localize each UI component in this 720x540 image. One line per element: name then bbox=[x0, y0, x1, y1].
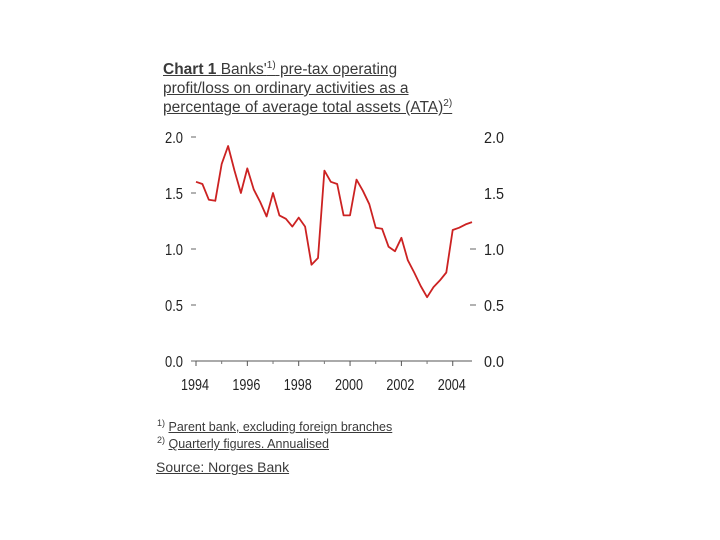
series-layer bbox=[195, 145, 473, 299]
x-tick-label: 2000 bbox=[335, 377, 363, 394]
footnote-1: 1) Parent bank, excluding foreign branch… bbox=[157, 418, 393, 435]
chart-title: Chart 1 Banks'1) pre-tax operating profi… bbox=[163, 60, 523, 117]
y-tick-label-right: 1.5 bbox=[484, 186, 504, 203]
x-tick-label: 2002 bbox=[386, 377, 414, 394]
x-tick-label: 2004 bbox=[438, 377, 466, 394]
x-axis-ticks: 1994 1996 1998 2000 2002 2004 bbox=[181, 361, 466, 394]
source-note: Source: Norges Bank bbox=[156, 459, 290, 475]
y-tick-label-right: 0.5 bbox=[484, 298, 504, 315]
footnote-1-text: Parent bank, excluding foreign branches bbox=[168, 420, 393, 434]
footnote-2: 2) Quarterly figures. Annualised bbox=[157, 435, 330, 452]
title-footnote-marker-2: 2) bbox=[443, 98, 453, 109]
y-tick-label-left: 1.0 bbox=[165, 242, 183, 259]
y-tick-label-left: 1.5 bbox=[165, 186, 183, 203]
series-line-0 bbox=[195, 145, 473, 299]
y-tick-label-right: 0.0 bbox=[484, 354, 504, 371]
title-line1-start: Banks' bbox=[220, 61, 267, 78]
x-tick-label: 1996 bbox=[232, 377, 260, 394]
footnote-2-marker: 2) bbox=[157, 435, 166, 445]
y-tick-label-left: 0.5 bbox=[165, 298, 183, 315]
y-tick-label-right: 2.0 bbox=[484, 130, 504, 147]
right-axis-ticks: 0.0 0.5 1.0 1.5 2.0 bbox=[470, 130, 504, 371]
chart-label: Chart 1 bbox=[163, 61, 217, 78]
left-axis-ticks: 0.0 0.5 1.0 1.5 2.0 bbox=[165, 130, 196, 371]
x-tick-label: 1998 bbox=[284, 377, 312, 394]
y-tick-label-left: 2.0 bbox=[165, 130, 183, 147]
title-footnote-marker-1: 1) bbox=[266, 60, 276, 71]
footnote-2-text: Quarterly figures. Annualised bbox=[168, 437, 330, 451]
title-line3: percentage of average total assets (ATA) bbox=[163, 99, 444, 116]
y-tick-label-right: 1.0 bbox=[484, 242, 504, 259]
y-tick-label-left: 0.0 bbox=[165, 354, 183, 371]
title-line1-end: pre-tax operating bbox=[275, 61, 398, 78]
x-tick-label: 1994 bbox=[181, 377, 209, 394]
title-line2: profit/loss on ordinary activities as a bbox=[163, 80, 409, 97]
footnote-1-marker: 1) bbox=[157, 418, 166, 428]
